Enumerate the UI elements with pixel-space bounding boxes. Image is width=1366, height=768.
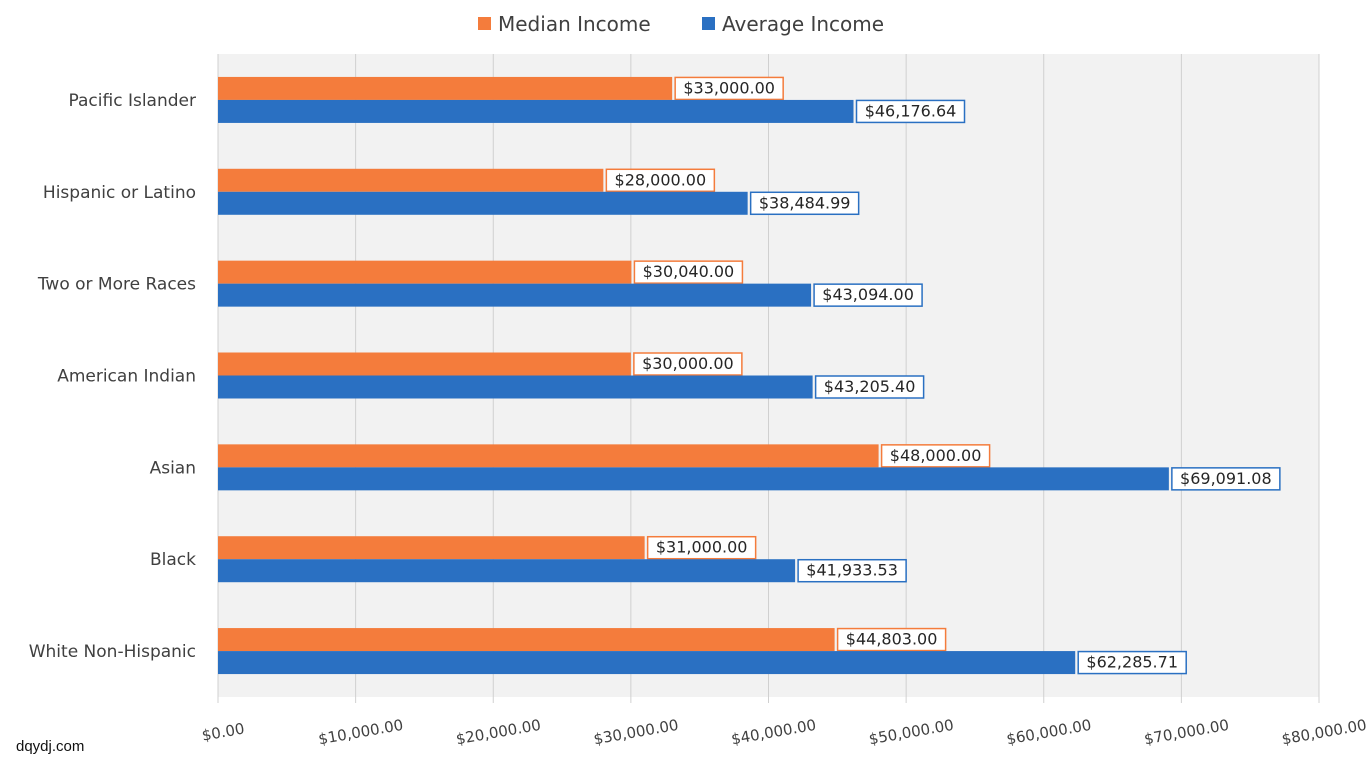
data-label-box xyxy=(855,99,966,124)
bar-average-income xyxy=(218,467,1169,491)
category-label: Asian xyxy=(150,458,196,478)
data-label: $44,803.00 xyxy=(846,630,938,649)
data-label-box xyxy=(814,375,925,399)
x-tick-label: $10,000.00 xyxy=(317,716,405,749)
bar-median-income xyxy=(218,260,632,284)
data-label-box xyxy=(633,352,743,376)
watermark: dqydj.com xyxy=(16,738,85,755)
x-tick-label: $80,000.00 xyxy=(1280,716,1366,749)
category-labels: Pacific Islander Hispanic or Latino Two or… xyxy=(29,91,196,662)
legend-label: Average Income xyxy=(722,12,884,36)
data-label-box xyxy=(646,535,757,560)
bar-average-income xyxy=(218,191,748,215)
bars: $33,000.00 $46,176.64 $28,000.00 $38,484.99… xyxy=(218,76,1281,675)
category-label: Two or More Races xyxy=(37,275,196,295)
data-label-box xyxy=(797,558,907,583)
x-tick-label: $0.00 xyxy=(200,719,245,744)
bar-median-income xyxy=(218,352,631,376)
bar-average-income xyxy=(218,375,813,399)
x-tick-label: $50,000.00 xyxy=(867,716,955,749)
data-label-box xyxy=(1077,650,1187,675)
data-label: $48,000.00 xyxy=(890,446,982,465)
bar-average-income xyxy=(218,651,1076,675)
x-tick-label: $30,000.00 xyxy=(592,716,680,749)
data-label: $46,176.64 xyxy=(865,101,957,120)
data-label: $30,040.00 xyxy=(643,262,735,281)
data-label: $62,285.71 xyxy=(1086,653,1178,672)
data-label: $31,000.00 xyxy=(656,538,748,557)
data-label-box xyxy=(674,76,784,101)
x-tick-label: $20,000.00 xyxy=(455,716,543,749)
bar-average-income xyxy=(218,99,854,123)
legend: Median Income Average Income xyxy=(478,12,884,36)
legend-label: Median Income xyxy=(498,12,651,36)
data-label: $43,094.00 xyxy=(822,285,914,304)
data-label: $43,205.40 xyxy=(824,377,916,396)
data-label-box xyxy=(605,168,716,193)
x-tick-label: $60,000.00 xyxy=(1005,716,1093,749)
data-label: $33,000.00 xyxy=(683,78,775,97)
data-label: $41,933.53 xyxy=(806,561,898,580)
data-label: $38,484.99 xyxy=(759,193,851,212)
category-label: Hispanic or Latino xyxy=(43,183,196,203)
data-label-box xyxy=(749,191,860,216)
x-tick-label: $70,000.00 xyxy=(1143,716,1231,749)
data-label: $69,091.08 xyxy=(1180,469,1272,488)
legend-swatch xyxy=(478,17,491,30)
legend-swatch xyxy=(702,17,715,30)
bar-median-income xyxy=(218,536,645,560)
category-label: White Non-Hispanic xyxy=(29,642,196,662)
data-label-box xyxy=(633,260,744,284)
data-label: $28,000.00 xyxy=(615,170,707,189)
bar-median-income xyxy=(218,76,673,100)
x-tick-label: $40,000.00 xyxy=(730,716,818,749)
data-label-box xyxy=(1171,467,1281,491)
x-tick-labels: $0.00 $10,000.00 $20,000.00 $30,000.00 $40,0… xyxy=(200,716,1366,749)
bar-median-income xyxy=(218,444,879,468)
bar-average-income xyxy=(218,559,796,583)
category-label: Black xyxy=(150,550,196,570)
data-label-box xyxy=(813,283,923,307)
category-label: Pacific Islander xyxy=(69,91,196,111)
category-label: American Indian xyxy=(57,367,196,387)
bar-median-income xyxy=(218,168,604,192)
data-label-box xyxy=(880,444,991,468)
bar-median-income xyxy=(218,628,835,652)
bar-average-income xyxy=(218,283,812,307)
data-label: $30,000.00 xyxy=(642,354,734,373)
data-label-box xyxy=(836,627,947,652)
